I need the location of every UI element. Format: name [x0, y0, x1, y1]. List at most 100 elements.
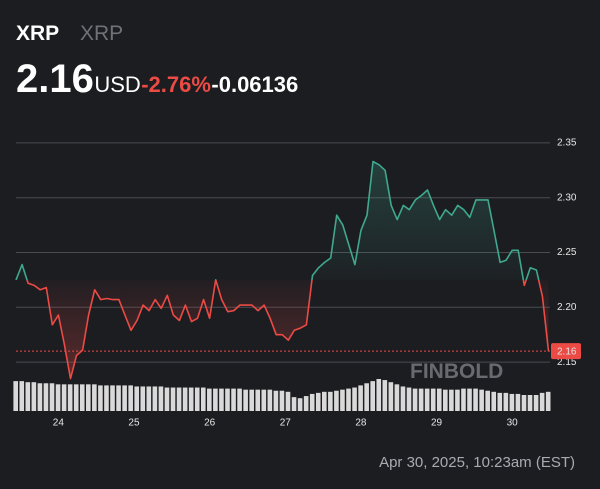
volume-bar	[79, 384, 85, 411]
volume-bar	[539, 392, 545, 411]
volume-bar	[200, 387, 206, 411]
volume-bar	[370, 381, 376, 411]
change: -0.06136	[211, 72, 298, 97]
y-tick-label: 2.25	[557, 247, 577, 258]
volume-bar	[152, 386, 158, 411]
volume-bar	[13, 381, 18, 411]
volume-bar	[243, 389, 248, 411]
volume-bar	[279, 390, 285, 411]
symbol: XRP	[16, 22, 59, 45]
volume-bar	[128, 385, 133, 411]
currency: USD	[94, 72, 140, 97]
volume-bar	[225, 388, 230, 411]
y-tick-label: 2.20	[557, 302, 577, 313]
watermark: FINBOLD	[410, 360, 503, 383]
volume-bar	[449, 389, 454, 411]
volume-bar	[473, 388, 478, 411]
y-tick-label: 2.35	[557, 138, 577, 149]
volume-bar	[418, 388, 424, 411]
volume-bar	[140, 386, 146, 411]
volume-bar	[146, 386, 152, 411]
volume-bar	[291, 397, 297, 411]
volume-bar	[515, 393, 521, 411]
x-tick-label: 30	[507, 418, 519, 429]
y-tick-label: 2.15	[557, 357, 577, 368]
volume-bar	[412, 388, 418, 411]
x-tick-label: 29	[431, 418, 443, 429]
volume-bar	[382, 380, 388, 411]
price-header: 2.16 USD -2.76% -0.06136	[16, 57, 298, 101]
volume-bar	[92, 384, 97, 411]
volume-bar	[388, 382, 394, 411]
timestamp: Apr 30, 2025, 10:23am (EST)	[379, 454, 575, 471]
volume-bar	[455, 389, 460, 411]
volume-bar	[273, 390, 279, 411]
volume-bar	[443, 389, 448, 411]
volume-bar	[267, 389, 273, 411]
volume-bar	[394, 384, 400, 411]
volume-bar	[207, 388, 212, 411]
volume-bar	[297, 398, 303, 411]
volume-bar	[545, 391, 551, 411]
volume-bar	[104, 385, 109, 411]
price-tag-label: 2.16	[557, 346, 577, 357]
volume-bar	[328, 391, 333, 411]
volume-bar	[358, 385, 363, 411]
asset-name: XRP	[80, 22, 123, 45]
x-tick-label: 24	[53, 418, 65, 429]
volume-bar	[334, 390, 339, 411]
volume-bar	[503, 392, 509, 411]
volume-bar	[255, 389, 261, 411]
volume-bar	[182, 387, 188, 411]
volume-bar	[436, 388, 442, 411]
volume-bar	[37, 383, 43, 411]
volume-bar	[467, 388, 472, 411]
volume-bar	[346, 388, 351, 411]
volume-bar	[231, 388, 236, 411]
volume-bar	[55, 384, 61, 411]
y-tick-label: 2.30	[557, 192, 577, 203]
volume-bar	[261, 389, 267, 411]
area-fill	[16, 161, 549, 379]
volume-bar	[491, 391, 497, 411]
volume-bar	[303, 396, 309, 411]
volume-bar	[188, 387, 194, 411]
volume-bar	[158, 386, 164, 411]
price-line	[15, 160, 550, 380]
x-tick-label: 27	[280, 418, 292, 429]
volume-bar	[176, 387, 182, 411]
volume-bar	[430, 388, 436, 411]
volume-bar	[315, 392, 321, 411]
change-percent: -2.76%	[141, 72, 211, 97]
volume-bar	[67, 384, 73, 411]
volume-bar	[400, 386, 406, 411]
volume-bar	[376, 379, 382, 411]
volume-bar	[25, 382, 31, 411]
volume-bar	[509, 393, 515, 411]
volume-bar	[340, 389, 345, 411]
volume-bar	[122, 385, 127, 411]
volume-bar	[364, 383, 369, 411]
volume-bar	[424, 388, 430, 411]
volume-bar	[485, 390, 490, 411]
volume-bar	[86, 384, 91, 411]
volume-bar	[98, 385, 103, 411]
price: 2.16	[16, 57, 94, 101]
volume-bar	[110, 385, 115, 411]
volume-bar	[219, 388, 224, 411]
volume-bar	[309, 393, 315, 411]
volume-bar	[61, 384, 67, 411]
volume-bar	[73, 384, 79, 411]
volume-bar	[19, 381, 25, 411]
price-tag	[551, 343, 581, 360]
volume-bar	[116, 385, 121, 411]
x-tick-label: 26	[204, 418, 216, 429]
volume-bar	[352, 387, 357, 411]
volume-bar	[164, 387, 170, 411]
volume-bar	[237, 388, 242, 411]
volume-bar	[49, 383, 55, 411]
volume-bar	[322, 391, 327, 411]
volume-bar	[406, 387, 412, 411]
